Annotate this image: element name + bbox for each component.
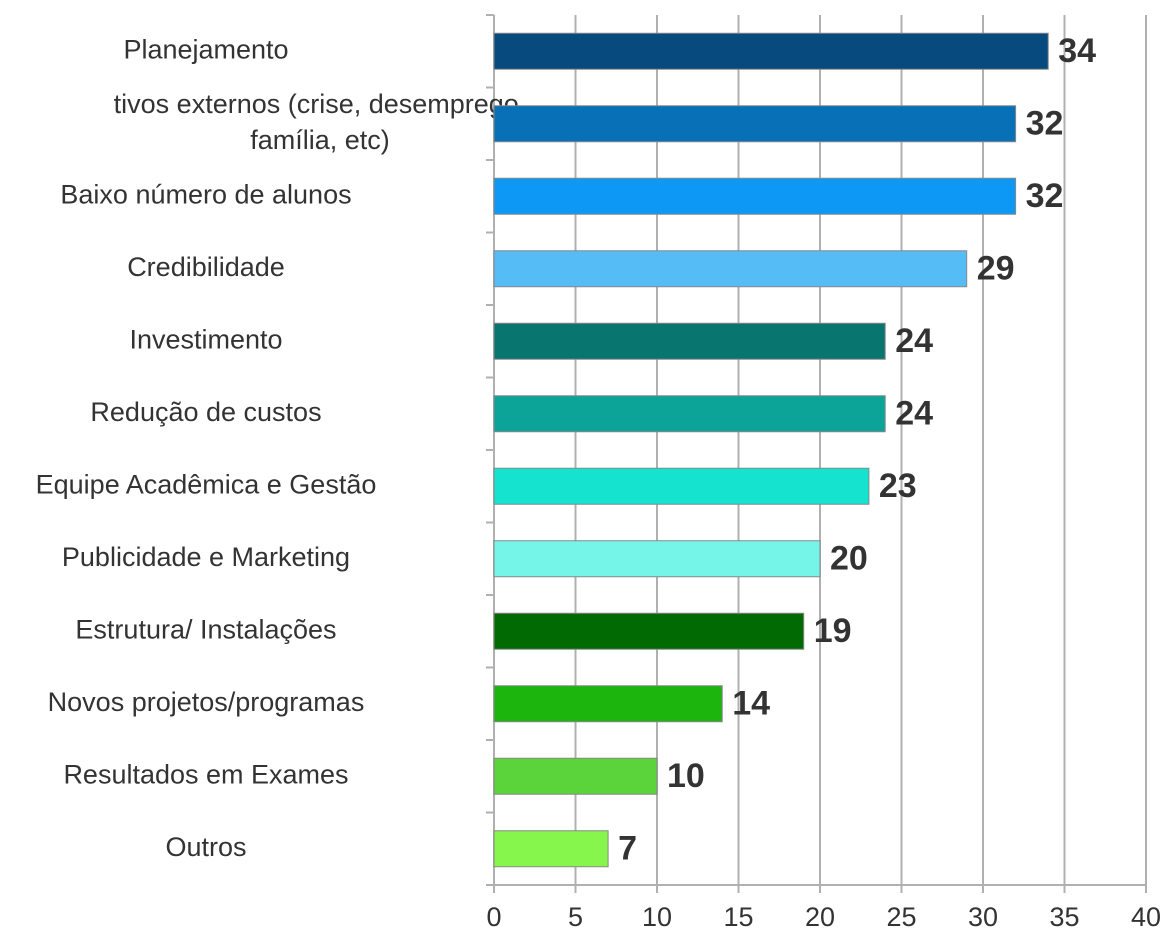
bar	[493, 322, 886, 360]
y-tick-label: tivos externos (crise, desemprego,	[114, 89, 527, 119]
value-label: 29	[977, 250, 1015, 288]
value-label: 23	[879, 467, 917, 505]
x-tick-label: 10	[642, 902, 672, 932]
y-tick-label: Baixo número de alunos	[60, 179, 351, 209]
x-tick-label: 25	[886, 902, 916, 932]
x-tick-label: 20	[805, 902, 835, 932]
bar	[493, 540, 821, 578]
y-tick-label: Estrutura/ Instalações	[75, 614, 336, 644]
bar	[493, 395, 886, 433]
x-tick-label: 30	[968, 902, 998, 932]
y-tick-label: Outros	[165, 832, 246, 862]
value-label: 32	[1026, 177, 1064, 215]
bar	[493, 612, 805, 650]
bar	[493, 32, 1049, 70]
x-tick-label: 0	[486, 902, 501, 932]
y-tick-label: família, etc)	[250, 125, 390, 155]
value-label: 24	[895, 395, 933, 433]
y-tick-label: Equipe Acadêmica e Gestão	[36, 469, 377, 499]
value-label: 34	[1058, 32, 1096, 70]
y-tick-label: Resultados em Exames	[63, 759, 348, 789]
value-label: 24	[895, 322, 933, 360]
x-tick-label: 5	[568, 902, 583, 932]
bar	[493, 105, 1017, 143]
bar	[493, 467, 870, 505]
value-label: 20	[830, 540, 868, 578]
value-label: 10	[667, 757, 705, 795]
y-tick-label: Publicidade e Marketing	[62, 542, 350, 572]
bar	[493, 830, 609, 868]
x-tick-label: 15	[723, 902, 753, 932]
y-tick-label: Investimento	[129, 324, 282, 354]
value-label: 7	[618, 830, 637, 868]
y-tick-label: Credibilidade	[127, 252, 285, 282]
bar	[493, 250, 968, 288]
y-tick-label: Planejamento	[123, 34, 288, 64]
bar	[493, 757, 658, 795]
value-label: 14	[732, 685, 770, 723]
bar	[493, 177, 1017, 215]
value-label: 32	[1026, 105, 1064, 143]
y-tick-label: Novos projetos/programas	[48, 687, 365, 717]
bar	[493, 685, 723, 723]
x-tick-label: 35	[1049, 902, 1079, 932]
x-tick-label: 40	[1131, 902, 1161, 932]
y-tick-label: Redução de custos	[90, 397, 321, 427]
value-label: 19	[814, 612, 852, 650]
